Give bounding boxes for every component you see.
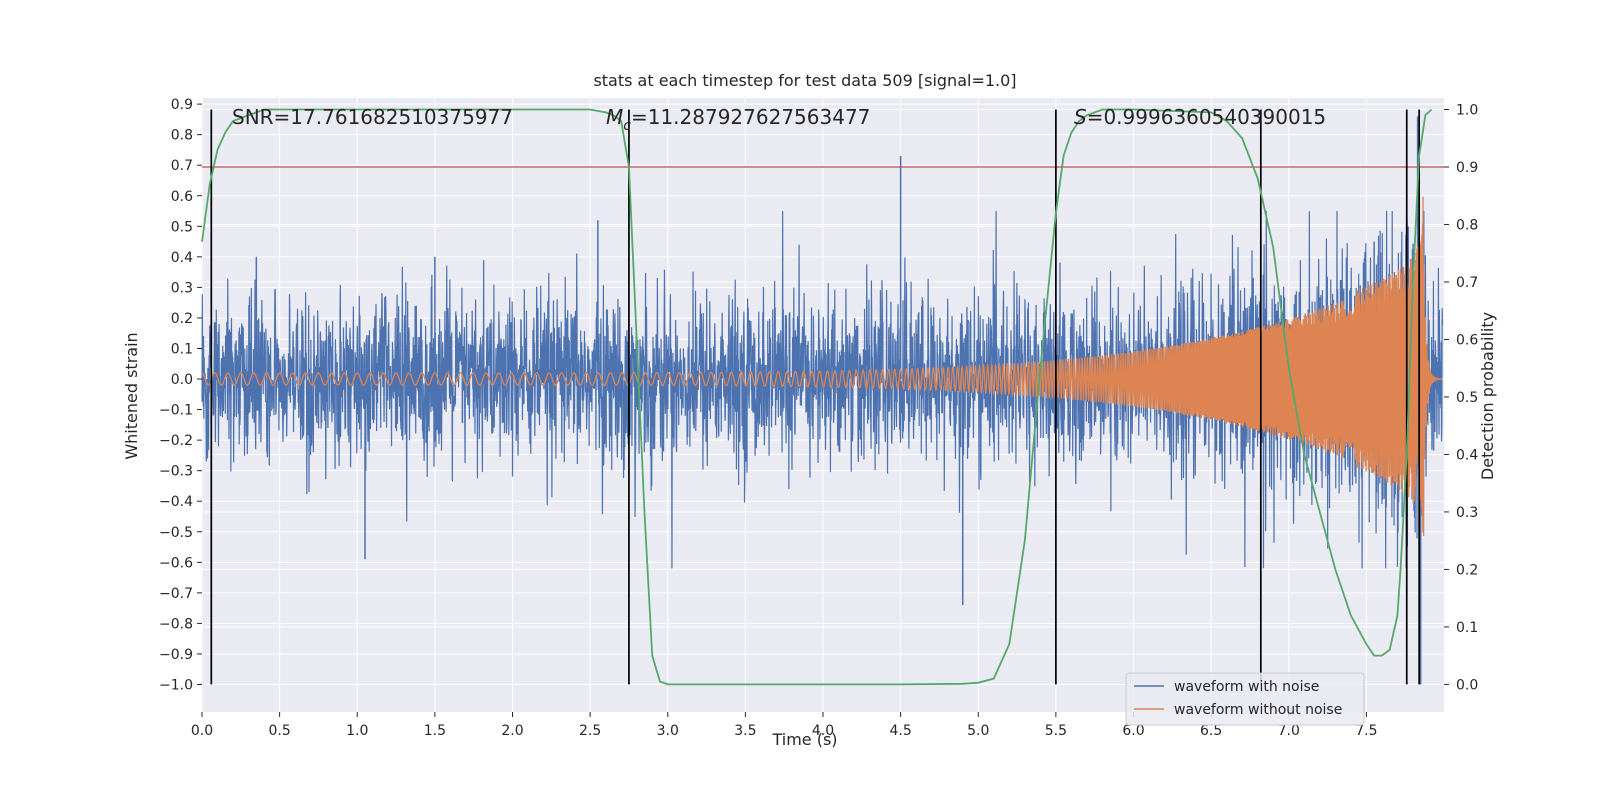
y-tick-label: −0.7: [159, 586, 193, 602]
y-tick-label: −0.2: [159, 433, 193, 449]
y-tick-label: −0.3: [159, 464, 193, 480]
y2-axis-label: Detection probability: [1478, 312, 1497, 480]
x-tick-label: 4.0: [812, 723, 834, 739]
x-tick-label: 5.0: [967, 723, 989, 739]
y2-tick-label: 0.8: [1456, 217, 1478, 233]
y-tick-label: −0.6: [159, 555, 193, 571]
y-tick-label: 0.3: [171, 280, 193, 296]
x-tick-label: 1.0: [346, 723, 368, 739]
y-tick-label: −0.4: [159, 494, 193, 510]
s-symbol: S: [1074, 105, 1087, 129]
y-tick-label: 0.7: [171, 158, 193, 174]
chart-title: stats at each timestep for test data 509…: [593, 71, 1016, 90]
x-tick-label: 2.0: [501, 723, 523, 739]
y2-tick-label: 1.0: [1456, 102, 1478, 118]
x-tick-label: 4.5: [889, 723, 911, 739]
probability-line: [201, 108, 1433, 686]
chirp-mass-annotation: Mc=11.287927627563477: [606, 105, 870, 134]
x-tick-label: 6.0: [1122, 723, 1144, 739]
legend-label-signal: waveform without noise: [1174, 702, 1342, 718]
x-tick-label: 7.0: [1278, 723, 1300, 739]
y2-tick-label: 0.3: [1456, 505, 1478, 521]
noise-line: [201, 211, 1444, 569]
snr-annotation: SNR=17.761682510375977: [232, 105, 513, 129]
y-tick-label: 0.6: [171, 189, 193, 205]
y-tick-label: 0.5: [171, 219, 193, 235]
probability-series: [201, 108, 1433, 686]
x-tick-label: 3.0: [657, 723, 679, 739]
y-tick-label: −1.0: [159, 678, 193, 694]
y-tick-label: 0.8: [171, 128, 193, 144]
x-tick-label: 0.0: [191, 723, 213, 739]
y-tick-label: −0.9: [159, 647, 193, 663]
vertical-markers: [210, 109, 1421, 685]
x-tick-label: 7.5: [1355, 723, 1377, 739]
legend-label-noise: waveform with noise: [1174, 679, 1319, 695]
y2-tick-label: 0.4: [1456, 447, 1478, 463]
s-annotation: S=0.9996360540390015: [1074, 105, 1326, 129]
y-tick-label: −0.5: [159, 525, 193, 541]
y-tick-label: 0.1: [171, 341, 193, 357]
signal-line: [201, 196, 1443, 537]
x-tick-label: 2.5: [579, 723, 601, 739]
axis-ticks: 0.0 0.5 1.0 1.5 2.0 2.5 3.0 3.5 4.0 4.5 5.0 5.5 6.0 6…: [159, 97, 1478, 739]
y2-tick-label: 0.0: [1456, 677, 1478, 693]
y-tick-label: 0.2: [171, 311, 193, 327]
x-axis-label: Time (s): [771, 730, 837, 749]
y2-tick-label: 0.7: [1456, 275, 1478, 291]
y2-tick-label: 0.2: [1456, 562, 1478, 578]
s-value: =0.9996360540390015: [1087, 105, 1326, 129]
x-tick-label: 0.5: [268, 723, 290, 739]
x-tick-label: 3.5: [734, 723, 756, 739]
x-tick-label: 6.5: [1200, 723, 1222, 739]
y2-tick-label: 0.5: [1456, 390, 1478, 406]
y2-tick-label: 0.1: [1456, 620, 1478, 636]
signal-series: [201, 196, 1443, 537]
y-tick-label: 0.0: [171, 372, 193, 388]
y-axis-label: Whitened strain: [122, 332, 141, 459]
x-tick-label: 1.5: [424, 723, 446, 739]
x-tick-label: 5.5: [1045, 723, 1067, 739]
y-tick-label: 0.4: [171, 250, 193, 266]
mc-subscript: c: [623, 118, 631, 134]
mc-value: =11.287927627563477: [631, 105, 870, 129]
y2-tick-label: 0.9: [1456, 160, 1478, 176]
legend: waveform with noise waveform without noi…: [1125, 672, 1365, 726]
mc-symbol: M: [606, 105, 623, 129]
y-tick-label: 0.9: [171, 97, 193, 113]
legend-box: [1125, 672, 1365, 726]
y2-tick-label: 0.6: [1456, 332, 1478, 348]
y-tick-label: −0.8: [159, 616, 193, 632]
y-tick-label: −0.1: [159, 403, 193, 419]
